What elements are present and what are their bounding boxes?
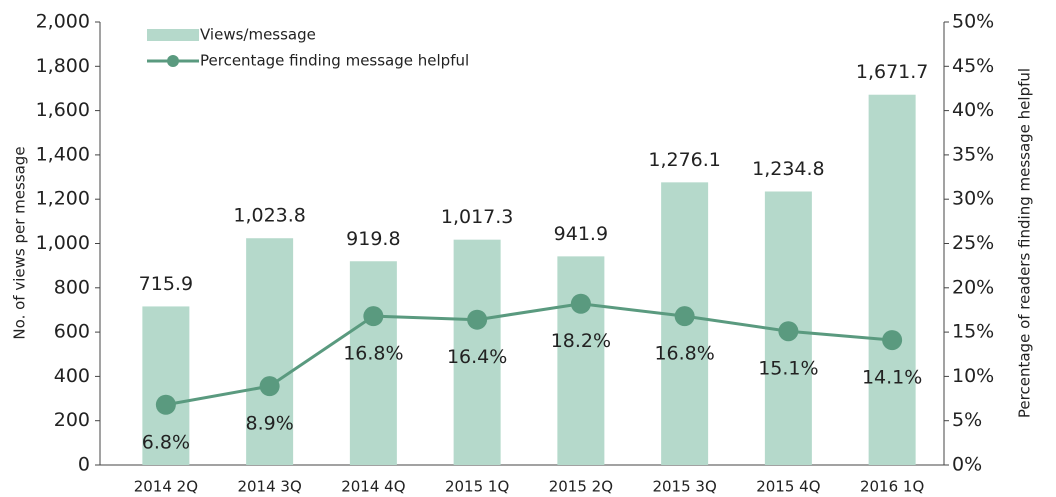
line-marker — [155, 394, 176, 415]
x-tick-label: 2015 2Q — [549, 478, 613, 496]
line-marker — [570, 293, 591, 314]
x-tick-label: 2016 1Q — [860, 478, 924, 496]
y2-tick-label: 40% — [952, 99, 994, 121]
legend-swatch — [147, 29, 199, 41]
line-value-label: 8.9% — [245, 413, 293, 435]
bar-value-label: 1,017.3 — [441, 206, 514, 228]
y2-tick-label: 50% — [952, 11, 994, 33]
y-tick-label: 600 — [54, 321, 90, 343]
bar — [868, 94, 916, 466]
x-tick-label: 2014 2Q — [134, 478, 198, 496]
y-tick-label: 800 — [54, 276, 90, 298]
x-tick-label: 2015 3Q — [652, 478, 716, 496]
y-tick-label: 1,200 — [36, 188, 90, 210]
bar — [349, 261, 397, 465]
line — [165, 302, 893, 407]
bar — [453, 239, 501, 465]
y-tick-label: 200 — [54, 409, 90, 431]
x-tick-label: 2015 1Q — [445, 478, 509, 496]
y2-tick-label: 15% — [952, 321, 994, 343]
line-marker — [882, 330, 903, 351]
y-tick-label: 400 — [54, 365, 90, 387]
y-tick-label: 1,400 — [36, 143, 90, 165]
x-tick-label: 2014 3Q — [237, 478, 301, 496]
line-value-label: 16.8% — [654, 343, 714, 365]
y-tick-label: 1,600 — [36, 99, 90, 121]
y2-axis-title: Percentage of readers finding message he… — [1016, 68, 1034, 418]
legend-label: Percentage finding message helpful — [200, 52, 469, 70]
bar-value-label: 1,276.1 — [648, 149, 721, 171]
y2-tick-label: 20% — [952, 276, 994, 298]
bar — [246, 238, 294, 465]
line-value-label: 16.4% — [447, 346, 507, 368]
y-tick-label: 2,000 — [36, 11, 90, 33]
y-axis-title: No. of views per message — [11, 146, 29, 339]
bar-value-label: 1,023.8 — [233, 205, 306, 227]
y2-tick-label: 45% — [952, 55, 994, 77]
legend-swatch-marker — [167, 55, 179, 67]
y-tick-label: 0 — [78, 454, 90, 476]
y2-tick-label: 25% — [952, 232, 994, 254]
bar — [557, 256, 605, 465]
line-marker — [259, 376, 280, 397]
y2-tick-label: 5% — [952, 409, 982, 431]
y-tick-label: 1,000 — [36, 232, 90, 254]
line-value-label: 6.8% — [142, 431, 190, 453]
bar-value-label: 919.8 — [346, 228, 400, 250]
bar — [142, 306, 190, 465]
y2-tick-label: 0% — [952, 454, 982, 476]
line-value-label: 18.2% — [551, 330, 611, 352]
line-marker — [363, 306, 384, 327]
line-marker — [674, 306, 695, 327]
y-tick-label: 1,800 — [36, 55, 90, 77]
line-value-label: 15.1% — [758, 358, 818, 380]
bar-value-label: 715.9 — [139, 273, 193, 295]
bar-value-label: 941.9 — [554, 223, 608, 245]
line-marker — [467, 309, 488, 330]
line-value-label: 16.8% — [343, 343, 403, 365]
bar-value-label: 1,234.8 — [752, 158, 825, 180]
line-value-label: 14.1% — [862, 367, 922, 389]
legend-label: Views/message — [200, 26, 316, 44]
line-marker — [778, 321, 799, 342]
bar-value-label: 1,671.7 — [856, 61, 929, 83]
y2-tick-label: 30% — [952, 188, 994, 210]
y2-tick-label: 10% — [952, 365, 994, 387]
x-tick-label: 2015 4Q — [756, 478, 820, 496]
x-tick-label: 2014 4Q — [341, 478, 405, 496]
y2-tick-label: 35% — [952, 143, 994, 165]
